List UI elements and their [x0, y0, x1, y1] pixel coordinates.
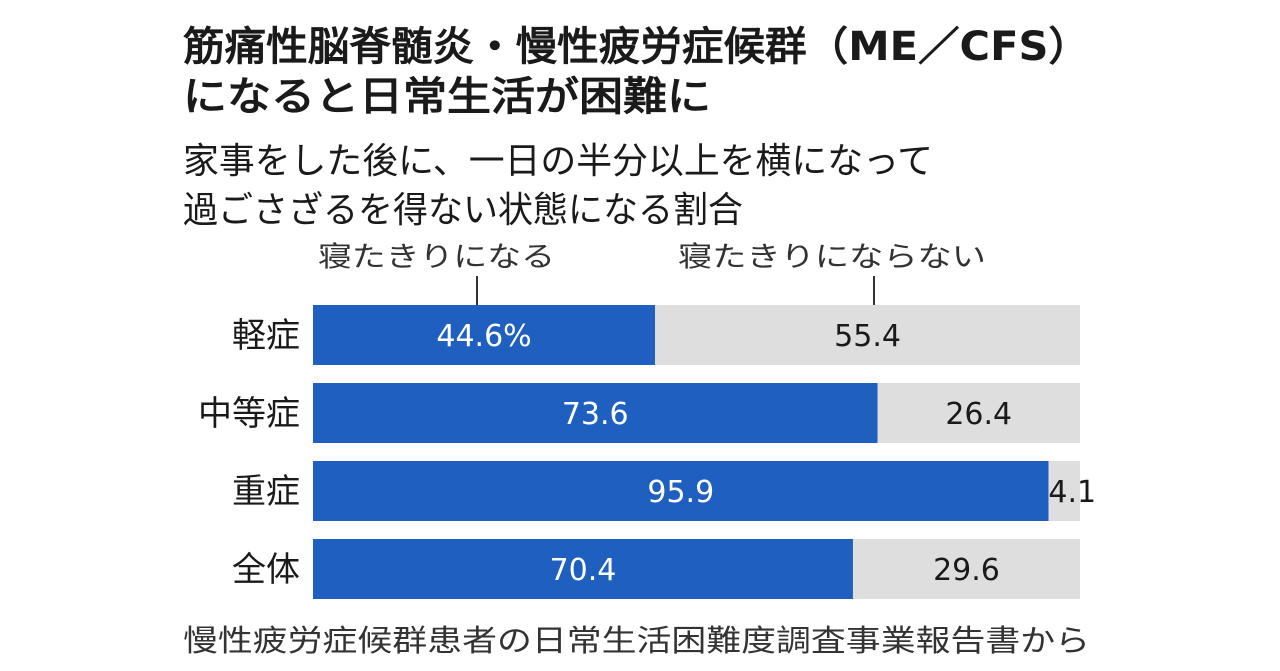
category-label: 軽症 [232, 316, 300, 356]
data-label: 95.9 [647, 475, 714, 510]
chart-title-line-2: になると日常生活が困難に [183, 74, 711, 120]
data-label: 44.6% [436, 319, 531, 354]
legend-label-not-bedridden: 寝たきりにならない [678, 240, 986, 273]
bar-segment-bedridden [313, 383, 878, 443]
source-note: 慢性疲労症候群患者の日常生活困難度調査事業報告書から [183, 624, 1090, 659]
chart-subtitle-line-2: 過ごさざるを得ない状態になる割合 [183, 190, 743, 231]
bar-segment-bedridden [313, 305, 656, 365]
bar-segment-bedridden [313, 539, 853, 599]
data-label: 70.4 [550, 553, 617, 588]
chart-title-line-1: 筋痛性脳脊髄炎・慢性疲労症候群（ME／CFS） [183, 24, 1090, 70]
bar-segment-not-bedridden [1048, 461, 1080, 521]
category-label: 中等症 [198, 394, 300, 434]
category-label: 全体 [232, 550, 300, 590]
bar-segment-bedridden [313, 461, 1049, 521]
data-label: 29.6 [933, 553, 1000, 588]
chart-subtitle-line-1: 家事をした後に、一日の半分以上を横になって [183, 141, 933, 182]
data-label: 73.6 [562, 397, 629, 432]
bars-group: 軽症 44.6% 55.4 中等症 73.6 26.4 重症 95.9 4.1 全体 70.4 29.… [198, 305, 1096, 599]
data-label: 26.4 [945, 397, 1012, 432]
data-label: 55.4 [834, 319, 901, 354]
bar-segment-not-bedridden [877, 383, 1080, 443]
bar-segment-not-bedridden [852, 539, 1080, 599]
bar-segment-not-bedridden [655, 305, 1080, 365]
legend-label-bedridden: 寝たきりになる [318, 240, 555, 273]
category-label: 重症 [232, 472, 300, 512]
data-label: 4.1 [1048, 475, 1096, 510]
